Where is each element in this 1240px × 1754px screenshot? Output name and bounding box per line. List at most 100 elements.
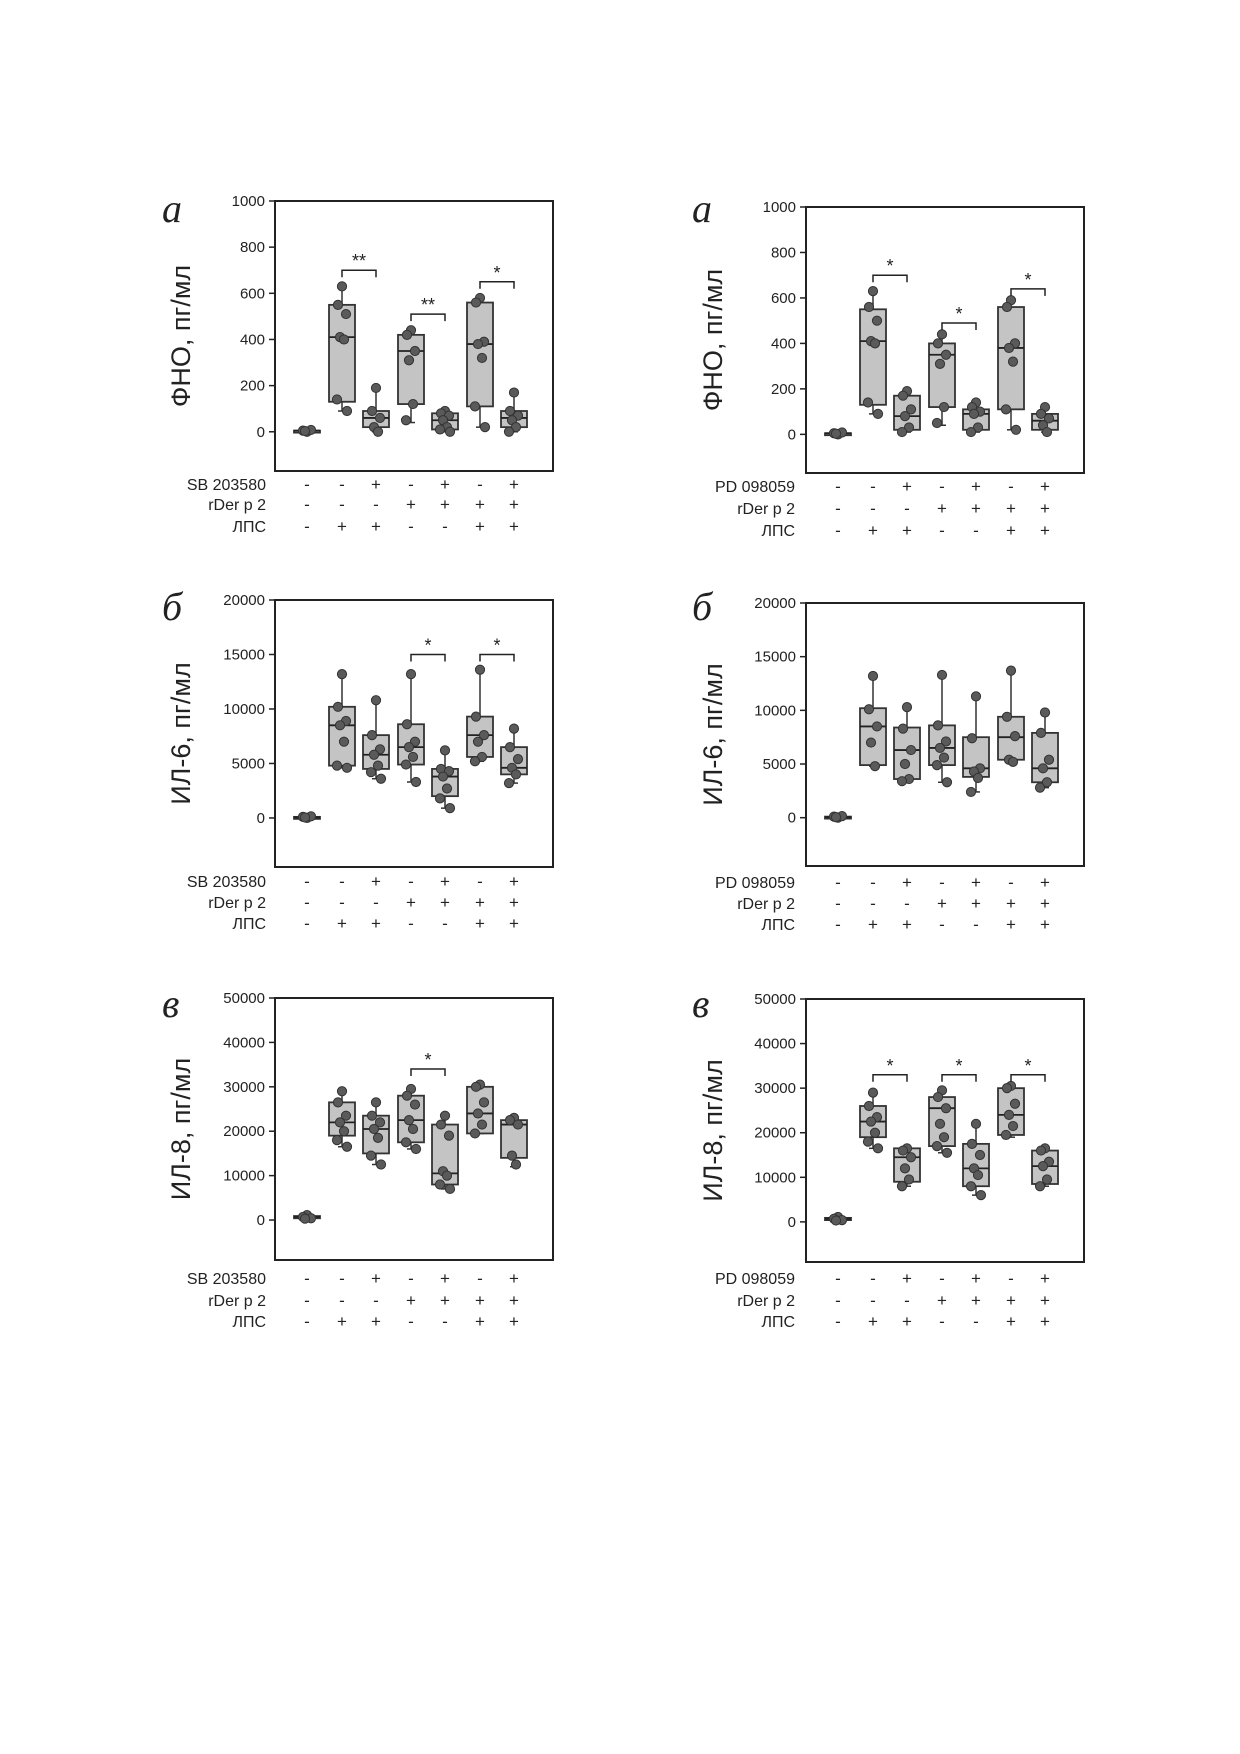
data-point — [365, 767, 377, 778]
data-point — [1000, 404, 1012, 415]
factor-sign: + — [509, 893, 519, 912]
factor-label: rDer p 2 — [208, 497, 266, 514]
factor-sign: - — [1008, 1269, 1014, 1288]
bracket-line — [872, 1074, 908, 1082]
factor-sign: + — [902, 521, 912, 540]
factor-sign: - — [408, 1312, 414, 1331]
factor-label: rDer p 2 — [737, 1293, 795, 1310]
data-point — [476, 352, 488, 364]
factor-sign: - — [304, 1291, 310, 1310]
factor-sign: + — [509, 495, 519, 514]
y-tick-label: 1000 — [763, 199, 796, 216]
group-0 — [293, 1210, 321, 1224]
significance-label: * — [886, 256, 893, 276]
data-point — [903, 1174, 915, 1185]
group-0 — [824, 427, 852, 440]
data-point — [478, 1097, 490, 1108]
data-point — [469, 1128, 481, 1139]
factor-sign: - — [973, 1312, 979, 1331]
data-point — [1034, 782, 1046, 793]
data-point — [434, 424, 446, 435]
factor-sign: - — [1008, 477, 1014, 496]
significance-label: * — [1024, 270, 1031, 290]
group-5 — [466, 664, 494, 767]
data-point — [469, 756, 481, 767]
data-point — [331, 760, 343, 771]
factor-sign: - — [904, 1291, 910, 1310]
box — [397, 333, 425, 405]
factor-label: rDer p 2 — [208, 895, 266, 912]
factor-sign: - — [973, 521, 979, 540]
data-point — [1041, 777, 1053, 788]
bracket-line — [1010, 1074, 1046, 1082]
data-point — [1037, 1161, 1049, 1172]
data-point — [401, 329, 413, 340]
significance-bracket: * — [941, 304, 977, 330]
significance-bracket: * — [872, 1056, 908, 1082]
factor-sign: - — [870, 873, 876, 892]
factor-sign: - — [339, 1291, 345, 1310]
significance-label: * — [424, 635, 431, 655]
data-point — [863, 704, 875, 715]
bracket-line — [410, 653, 446, 662]
factor-sign: + — [1040, 894, 1050, 913]
factor-sign: + — [868, 521, 878, 540]
data-point — [331, 1135, 343, 1146]
data-point — [1000, 1129, 1012, 1141]
factor-sign: - — [939, 477, 945, 496]
significance-label: ** — [421, 295, 435, 315]
factor-sign: + — [971, 477, 981, 496]
significance-label: ** — [352, 251, 366, 271]
data-point — [1041, 1174, 1053, 1185]
data-point — [370, 382, 382, 394]
data-point — [872, 408, 884, 419]
data-point — [972, 422, 984, 433]
significance-bracket: * — [479, 263, 515, 289]
group-2 — [893, 1143, 921, 1192]
data-point — [506, 1150, 518, 1161]
data-point — [970, 1118, 982, 1129]
box — [859, 308, 887, 406]
factor-sign: + — [509, 475, 519, 494]
data-point — [375, 1159, 387, 1170]
panel-il6-sb203580: б ИЛ-6, пг/мл 0 5000 10000 15000 20000 * * SB 203… — [162, 584, 554, 933]
group-2 — [362, 382, 390, 437]
factor-sign: + — [1006, 521, 1016, 540]
y-tick-label: 800 — [240, 239, 265, 256]
data-point — [896, 426, 908, 438]
data-point — [1003, 1109, 1015, 1120]
data-point — [869, 1127, 881, 1138]
factor-sign: + — [509, 517, 519, 536]
factor-sign: + — [475, 495, 485, 514]
data-point — [444, 426, 456, 437]
data-point — [478, 730, 490, 741]
factor-sign: + — [868, 915, 878, 934]
data-point — [862, 1136, 874, 1147]
y-tick-label: 10000 — [754, 702, 796, 719]
factor-sign: - — [835, 499, 841, 518]
data-point — [1007, 356, 1019, 367]
data-point — [512, 1119, 524, 1130]
factor-sign: + — [475, 893, 485, 912]
group-4 — [431, 745, 459, 814]
data-point — [338, 1126, 350, 1137]
data-point — [443, 1130, 455, 1141]
data-point — [1005, 665, 1017, 676]
data-point — [936, 329, 948, 340]
factor-label: PD 098059 — [715, 1271, 795, 1288]
data-point — [332, 701, 344, 712]
factor-sign: - — [939, 1312, 945, 1331]
data-point — [510, 422, 522, 433]
panel-il8-sb203580: в ИЛ-8, пг/мл 0 10000 20000 30000 40000 50000 * S… — [162, 981, 554, 1331]
data-point — [410, 1143, 422, 1155]
bracket-line — [341, 269, 377, 278]
data-point — [470, 1081, 482, 1092]
factor-sign: + — [1040, 1291, 1050, 1310]
panel-il6-pd098059: б ИЛ-6, пг/мл 0 5000 10000 15000 20000 PD 09805… — [692, 584, 1085, 934]
group-4 — [962, 691, 990, 798]
data-point — [336, 281, 348, 292]
factor-sign: - — [973, 915, 979, 934]
factor-sign: + — [1006, 915, 1016, 934]
factor-sign: - — [939, 521, 945, 540]
y-tick-label: 40000 — [754, 1036, 796, 1053]
